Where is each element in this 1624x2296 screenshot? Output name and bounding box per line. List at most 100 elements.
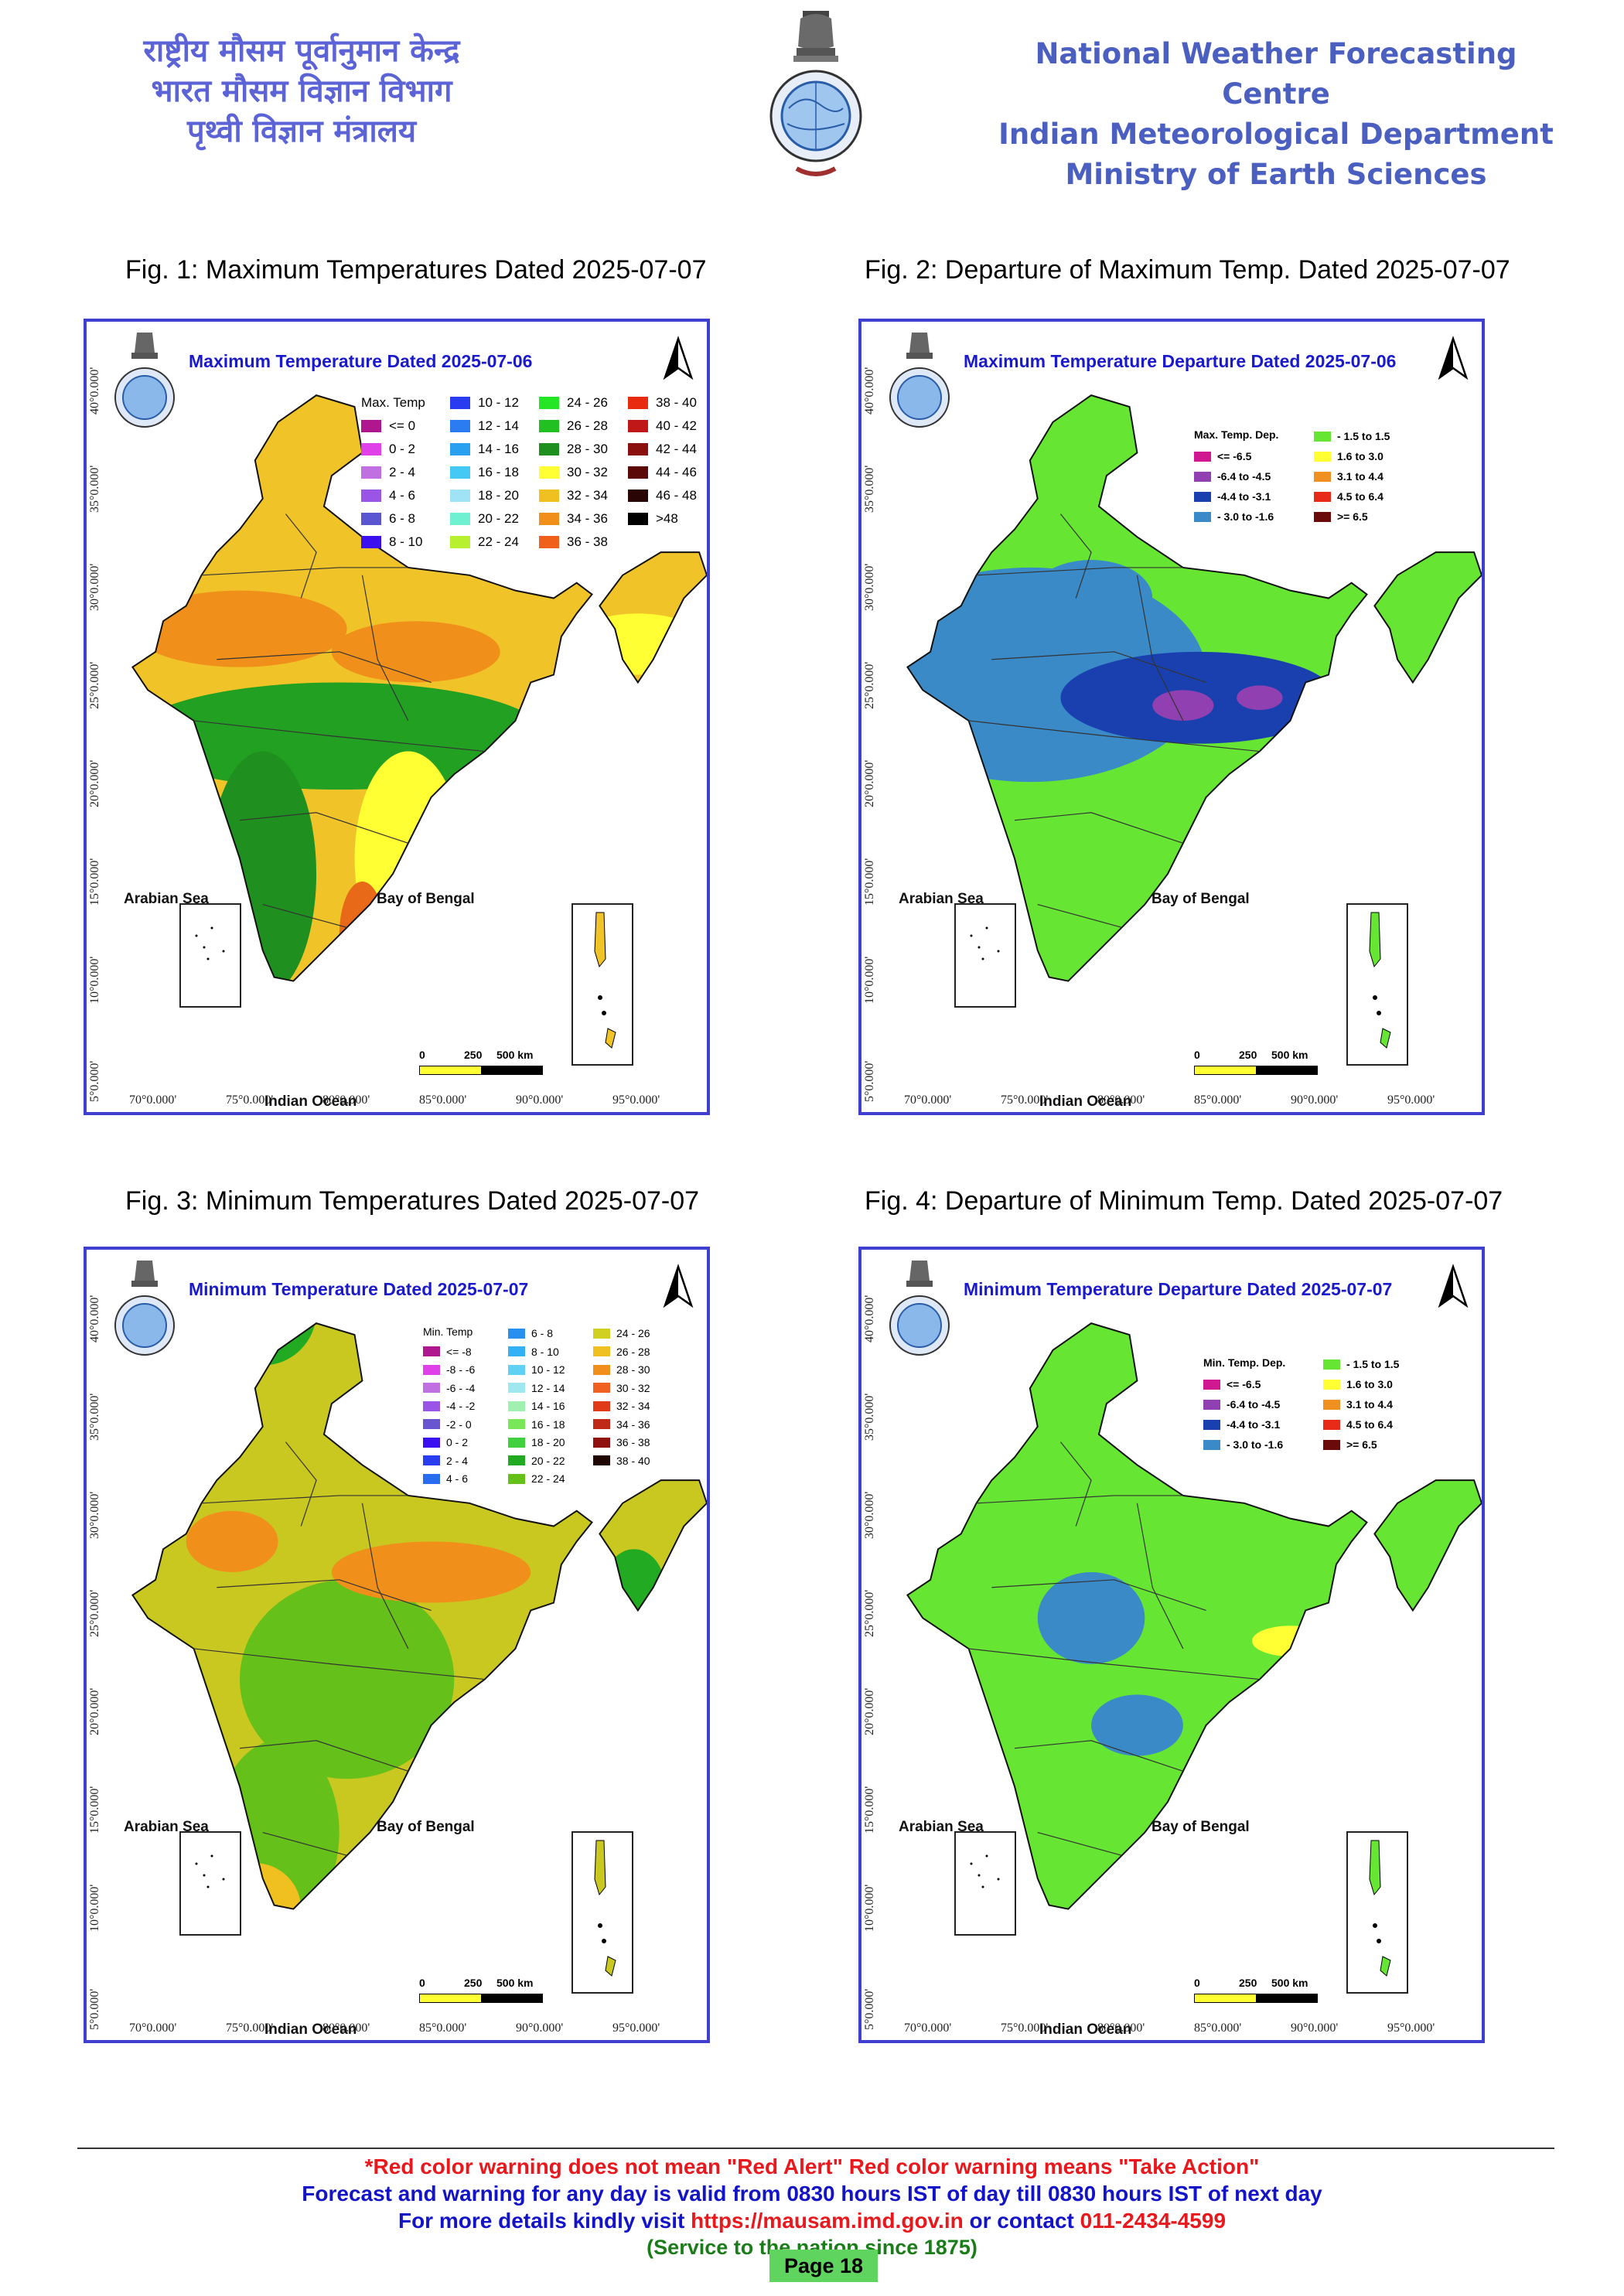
- legend-item: 24 - 26: [539, 395, 608, 411]
- legend-item: 3.1 to 4.4: [1323, 1397, 1393, 1412]
- legend-item: 1.6 to 3.0: [1323, 1377, 1393, 1392]
- legend-item: 22 - 24: [450, 534, 519, 550]
- legend-swatch: [1323, 1419, 1340, 1430]
- legend-title: Max. Temp. Dep.: [1194, 428, 1279, 441]
- north-arrow-icon: [663, 1264, 694, 1308]
- legend-swatch: [361, 443, 381, 455]
- legend-swatch: [423, 1455, 440, 1465]
- latitude-label: 5°0.000': [88, 1060, 101, 1102]
- header-hindi-line-1: राष्ट्रीय मौसम पूर्वानुमान केन्द्र: [143, 33, 460, 69]
- map-title-3: Minimum Temperature Dated 2025-07-07: [189, 1279, 529, 1299]
- legend-item: 34 - 36: [593, 1417, 650, 1432]
- legend-label: 38 - 40: [616, 1454, 650, 1467]
- map-panel-4: Minimum Temperature Departure Dated 2025…: [858, 1247, 1485, 2043]
- header-english-line-3: Ministry of Earth Sciences: [1065, 158, 1487, 191]
- legend-swatch: [450, 513, 470, 525]
- legend-swatch: [1314, 511, 1331, 522]
- panel-emblem-icon: [889, 333, 950, 428]
- legend-label: 8 - 10: [389, 534, 423, 549]
- scale-tick-label: 250: [1239, 1977, 1257, 1989]
- latitude-label: 15°0.000': [88, 1786, 101, 1834]
- legend-swatch: [539, 490, 559, 502]
- longitude-label: 80°0.000': [322, 2021, 370, 2035]
- panel-emblem-icon: [114, 333, 175, 428]
- legend-label: >= 6.5: [1346, 1438, 1377, 1451]
- scale-tick-label: 0: [1194, 1977, 1200, 1989]
- legend-label: 1.6 to 3.0: [1346, 1378, 1393, 1390]
- latitude-label: 40°0.000': [863, 1295, 876, 1342]
- legend-label: 44 - 46: [656, 465, 697, 479]
- north-arrow-icon: [1438, 1264, 1469, 1308]
- scale-tick-label: 250: [1239, 1049, 1257, 1061]
- page-number-badge: Page 18: [769, 2250, 878, 2282]
- header-hindi-line-3: पृथ्वी विज्ञान मंत्रालय: [186, 114, 417, 149]
- footer-website-link[interactable]: https://mausam.imd.gov.in: [691, 2209, 964, 2233]
- legend-swatch: [593, 1364, 610, 1375]
- legend-title: Min. Temp. Dep.: [1203, 1356, 1286, 1369]
- longitude-label: 85°0.000': [1194, 1093, 1242, 1107]
- figure-caption-3: Fig. 3: Minimum Temperatures Dated 2025-…: [125, 1186, 700, 1216]
- legend-item: 20 - 22: [450, 511, 519, 527]
- scale-tick-label: 0: [1194, 1049, 1200, 1061]
- longitude-label: 70°0.000': [129, 1093, 177, 1107]
- inset-lakshadweep: [954, 903, 1016, 1008]
- legend-label: 26 - 28: [616, 1345, 650, 1358]
- andaman-islands: [1369, 912, 1391, 1049]
- inset-andaman-nicobar: [1346, 903, 1408, 1066]
- legend-label: 3.1 to 4.4: [1346, 1398, 1393, 1411]
- inset-andaman-nicobar: [571, 903, 633, 1066]
- india-map-4: [906, 1322, 1482, 1910]
- legend-swatch: [1203, 1399, 1220, 1410]
- label-arabian-sea: Arabian Sea: [899, 891, 984, 907]
- figure-caption-1: Fig. 1: Maximum Temperatures Dated 2025-…: [125, 255, 707, 285]
- legend-swatch: [450, 420, 470, 432]
- legend-label: 4 - 6: [389, 488, 416, 503]
- legend-swatch: [539, 536, 559, 548]
- latitude-label: 15°0.000': [863, 1786, 876, 1834]
- legend-item: 4 - 6: [423, 1471, 468, 1486]
- latitude-label: 5°0.000': [88, 1988, 101, 2030]
- scale-bar: 0 250 500 km: [1194, 1049, 1349, 1080]
- legend-label: -4.4 to -3.1: [1227, 1418, 1281, 1431]
- andaman-islands: [594, 912, 616, 1049]
- legend-swatch: [593, 1400, 610, 1411]
- latitude-label: 20°0.000': [863, 759, 876, 807]
- legend-swatch: [423, 1346, 440, 1356]
- legend-label: 10 - 12: [531, 1363, 565, 1376]
- scale-tick-label: 500 km: [1271, 1049, 1308, 1061]
- north-arrow-icon: [1438, 336, 1469, 380]
- north-arrow-icon: [663, 336, 694, 380]
- label-indian-ocean: Indian Ocean: [264, 1093, 357, 1110]
- legend-item: -8 - -6: [423, 1362, 475, 1377]
- latitude-label: 5°0.000': [863, 1988, 876, 2030]
- legend-item: 18 - 20: [450, 488, 519, 503]
- legend-item: >= 6.5: [1314, 509, 1368, 524]
- legend-item: <= -8: [423, 1344, 472, 1360]
- legend-swatch: [539, 443, 559, 455]
- latitude-label: 30°0.000': [863, 1491, 876, 1539]
- legend-swatch: [423, 1473, 440, 1484]
- scale-tick-label: 500 km: [496, 1977, 534, 1989]
- india-map-3: [131, 1322, 707, 1910]
- label-indian-ocean: Indian Ocean: [1039, 2021, 1132, 2038]
- legend-label: 2 - 4: [389, 465, 416, 479]
- legend-swatch: [361, 420, 381, 432]
- legend-label: <= -6.5: [1217, 450, 1252, 462]
- legend-label: 32 - 34: [567, 488, 608, 503]
- legend-label: 32 - 34: [616, 1400, 650, 1412]
- legend-swatch: [423, 1400, 440, 1411]
- legend-swatch: [628, 490, 648, 502]
- legend-item: 4.5 to 6.4: [1323, 1417, 1393, 1432]
- legend-swatch: [1194, 491, 1211, 502]
- legend-item: 2 - 4: [423, 1453, 468, 1469]
- legend-label: 6 - 8: [389, 511, 416, 526]
- legend-swatch: [1314, 471, 1331, 482]
- legend-item: -6 - -4: [423, 1380, 475, 1396]
- legend-item: 26 - 28: [593, 1344, 650, 1360]
- latitude-label: 10°0.000': [88, 956, 101, 1004]
- legend-label: 24 - 26: [567, 395, 608, 410]
- figure-caption-2: Fig. 2: Departure of Maximum Temp. Dated…: [865, 255, 1510, 285]
- lakshadweep-islands: [195, 926, 225, 960]
- legend-swatch: [423, 1383, 440, 1393]
- latitude-label: 40°0.000': [88, 367, 101, 415]
